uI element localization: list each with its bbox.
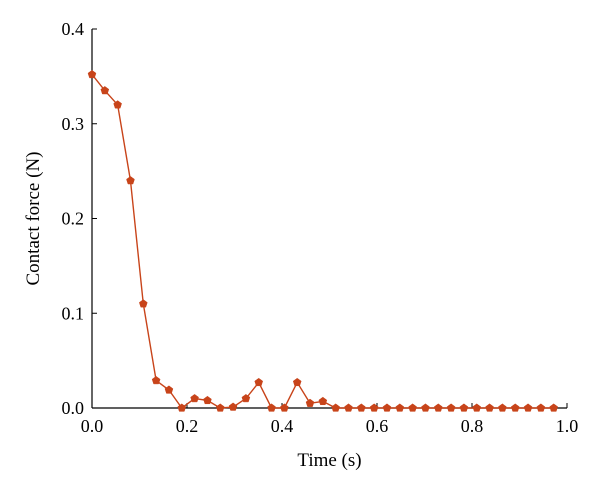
series-line xyxy=(91,74,554,409)
x-axis-ticks: 0.0 0.2 0.4 0.6 0.8 1.0 xyxy=(81,403,579,436)
data-point xyxy=(177,403,187,412)
data-point xyxy=(126,176,135,185)
data-point xyxy=(549,403,558,412)
data-point xyxy=(357,403,366,412)
x-tick-label: 1.0 xyxy=(556,416,579,436)
y-tick-label: 0.4 xyxy=(62,19,85,39)
y-axis-ticks: 0.0 0.1 0.2 0.3 0.4 xyxy=(62,19,97,418)
data-point xyxy=(164,385,174,394)
data-point xyxy=(305,398,315,407)
data-point xyxy=(254,377,264,387)
series-layer xyxy=(87,69,558,412)
data-point xyxy=(280,403,289,412)
data-point xyxy=(344,403,353,412)
data-point xyxy=(100,86,110,95)
data-point xyxy=(267,403,276,412)
data-point xyxy=(139,299,148,308)
data-point xyxy=(459,403,469,412)
data-point xyxy=(408,403,417,412)
x-axis-title: Time (s) xyxy=(297,450,361,471)
series xyxy=(87,69,558,412)
data-point xyxy=(369,403,379,412)
data-point xyxy=(498,403,507,412)
data-point xyxy=(523,403,533,412)
data-point xyxy=(510,403,520,412)
x-tick-label: 0.2 xyxy=(176,416,199,436)
data-point xyxy=(446,403,456,412)
data-point xyxy=(382,403,392,412)
data-point xyxy=(536,403,546,412)
data-point xyxy=(433,403,443,412)
data-point xyxy=(203,395,212,405)
y-axis-title: Contact force (N) xyxy=(23,152,44,286)
y-tick-label: 0.3 xyxy=(62,114,85,134)
x-tick-label: 0.4 xyxy=(271,416,294,436)
data-point xyxy=(421,403,430,412)
y-tick-label: 0.2 xyxy=(62,209,85,229)
data-point xyxy=(395,403,405,412)
x-tick-label: 0.8 xyxy=(461,416,484,436)
y-tick-label: 0.0 xyxy=(62,398,85,418)
x-tick-label: 0.0 xyxy=(81,416,104,436)
data-point xyxy=(472,403,482,412)
data-point xyxy=(331,403,340,412)
data-point xyxy=(228,402,238,411)
data-point xyxy=(190,394,199,403)
data-point xyxy=(292,377,302,387)
data-point xyxy=(215,403,225,412)
data-point xyxy=(113,100,122,109)
data-point xyxy=(318,396,328,406)
x-tick-label: 0.6 xyxy=(366,416,389,436)
data-point xyxy=(241,394,251,403)
data-point xyxy=(151,376,161,385)
y-tick-label: 0.1 xyxy=(62,303,85,323)
data-point xyxy=(485,403,494,412)
data-point xyxy=(87,69,97,79)
